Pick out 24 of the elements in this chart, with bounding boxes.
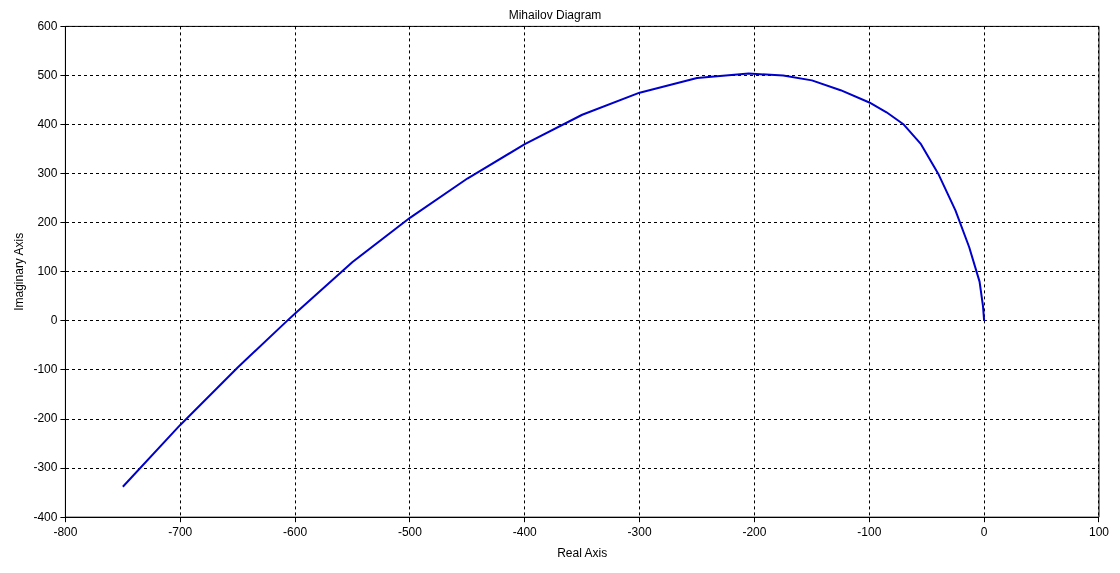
x-tick-label: -800 — [53, 524, 78, 539]
x-tick-label: -100 — [857, 524, 882, 539]
y-tick-label: 200 — [37, 215, 58, 230]
y-tick-label: 600 — [37, 18, 58, 33]
x-tick-label: 0 — [980, 524, 988, 539]
y-tick-label: -100 — [33, 362, 58, 377]
y-tick-label: -300 — [33, 460, 58, 475]
y-tick-label: 0 — [50, 313, 58, 328]
y-tick-label: 400 — [37, 116, 58, 131]
y-tick-label: -400 — [33, 509, 58, 524]
y-tick-label: 500 — [37, 67, 58, 82]
x-tick-label: -500 — [397, 524, 423, 539]
x-tick-label: -300 — [627, 524, 652, 539]
x-tick-label: -700 — [168, 524, 193, 539]
x-tick-label: -400 — [512, 524, 538, 539]
chart-title: Mihailov Diagram — [508, 7, 602, 22]
x-tick-label: -600 — [283, 524, 308, 539]
y-tick-label: 300 — [37, 165, 58, 180]
y-tick-label: -200 — [33, 411, 58, 426]
y-axis-title: Imaginary Axis — [11, 232, 26, 311]
x-tick-label: -200 — [742, 524, 767, 539]
x-axis-title: Real Axis — [557, 546, 608, 561]
y-tick-label: 100 — [37, 264, 58, 279]
x-tick-label: 100 — [1088, 524, 1110, 539]
